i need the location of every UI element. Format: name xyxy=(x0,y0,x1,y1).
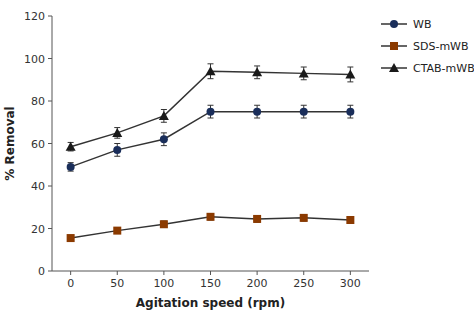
x-tick-label: 100 xyxy=(153,277,174,290)
y-tick-label: 60 xyxy=(31,138,45,151)
y-tick-label: 80 xyxy=(31,95,45,108)
data-point xyxy=(207,213,215,221)
y-tick-label: 40 xyxy=(31,180,45,193)
legend-label: WB xyxy=(413,18,431,31)
y-tick-label: 120 xyxy=(24,10,45,23)
error-bar xyxy=(347,217,353,223)
legend: WB SDS-mWB CTAB-mWB xyxy=(381,18,474,75)
data-point xyxy=(206,66,216,75)
legend-marker xyxy=(389,63,399,72)
data-point xyxy=(252,67,262,76)
data-point xyxy=(160,135,168,143)
x-tick xyxy=(303,271,304,275)
y-tick-label: 20 xyxy=(31,223,45,236)
y-tick xyxy=(48,58,52,59)
legend-label: SDS-mWB xyxy=(413,40,469,53)
x-tick xyxy=(257,271,258,275)
y-tick-label: 0 xyxy=(38,265,45,278)
y-tick xyxy=(48,228,52,229)
x-tick-label: 200 xyxy=(247,277,268,290)
x-tick-label: 300 xyxy=(340,277,361,290)
error-bar xyxy=(161,133,167,146)
chart: 0 50 100 150 200 250 300 0 20 40 60 80 100 120 Agitati… xyxy=(0,0,474,317)
data-point xyxy=(300,108,308,116)
y-tick-label: 100 xyxy=(24,53,45,66)
error-bar xyxy=(161,221,167,227)
data-point xyxy=(67,163,75,171)
x-tick xyxy=(117,271,118,275)
error-bar xyxy=(301,215,307,221)
x-tick xyxy=(163,271,164,275)
x-tick-label: 250 xyxy=(293,277,314,290)
data-point xyxy=(113,146,121,154)
y-axis-label: % Removal xyxy=(3,106,17,180)
legend-marker xyxy=(390,42,398,50)
y-tick xyxy=(48,143,52,144)
data-point xyxy=(159,111,169,120)
x-tick-label: 0 xyxy=(67,277,74,290)
series-line xyxy=(71,71,351,146)
error-bar xyxy=(301,105,307,118)
data-point xyxy=(113,227,121,235)
data-point xyxy=(346,108,354,116)
data-point xyxy=(67,234,75,242)
data-point xyxy=(253,215,261,223)
x-tick-label: 150 xyxy=(200,277,221,290)
data-point xyxy=(300,214,308,222)
data-point xyxy=(345,69,355,78)
error-bar xyxy=(347,105,353,118)
y-tick xyxy=(48,16,52,17)
x-tick-label: 50 xyxy=(110,277,124,290)
error-bar xyxy=(254,216,260,222)
series-line xyxy=(71,112,351,167)
y-tick xyxy=(48,101,52,102)
data-point xyxy=(112,128,122,137)
x-axis-label: Agitation speed (rpm) xyxy=(136,296,285,310)
error-bar xyxy=(208,214,214,220)
data-point xyxy=(160,220,168,228)
plot-area xyxy=(66,64,356,242)
y-tick xyxy=(48,271,52,272)
data-point xyxy=(253,108,261,116)
data-point xyxy=(66,142,76,151)
y-tick xyxy=(48,186,52,187)
x-tick xyxy=(70,271,71,275)
data-point xyxy=(299,68,309,77)
legend-marker xyxy=(390,20,398,28)
data-point xyxy=(346,216,354,224)
error-bar xyxy=(114,144,120,157)
legend-label: CTAB-mWB xyxy=(413,62,474,75)
error-bar xyxy=(254,105,260,118)
x-tick xyxy=(210,271,211,275)
data-point xyxy=(207,108,215,116)
error-bar xyxy=(208,105,214,118)
error-bar xyxy=(68,163,74,172)
x-tick xyxy=(350,271,351,275)
